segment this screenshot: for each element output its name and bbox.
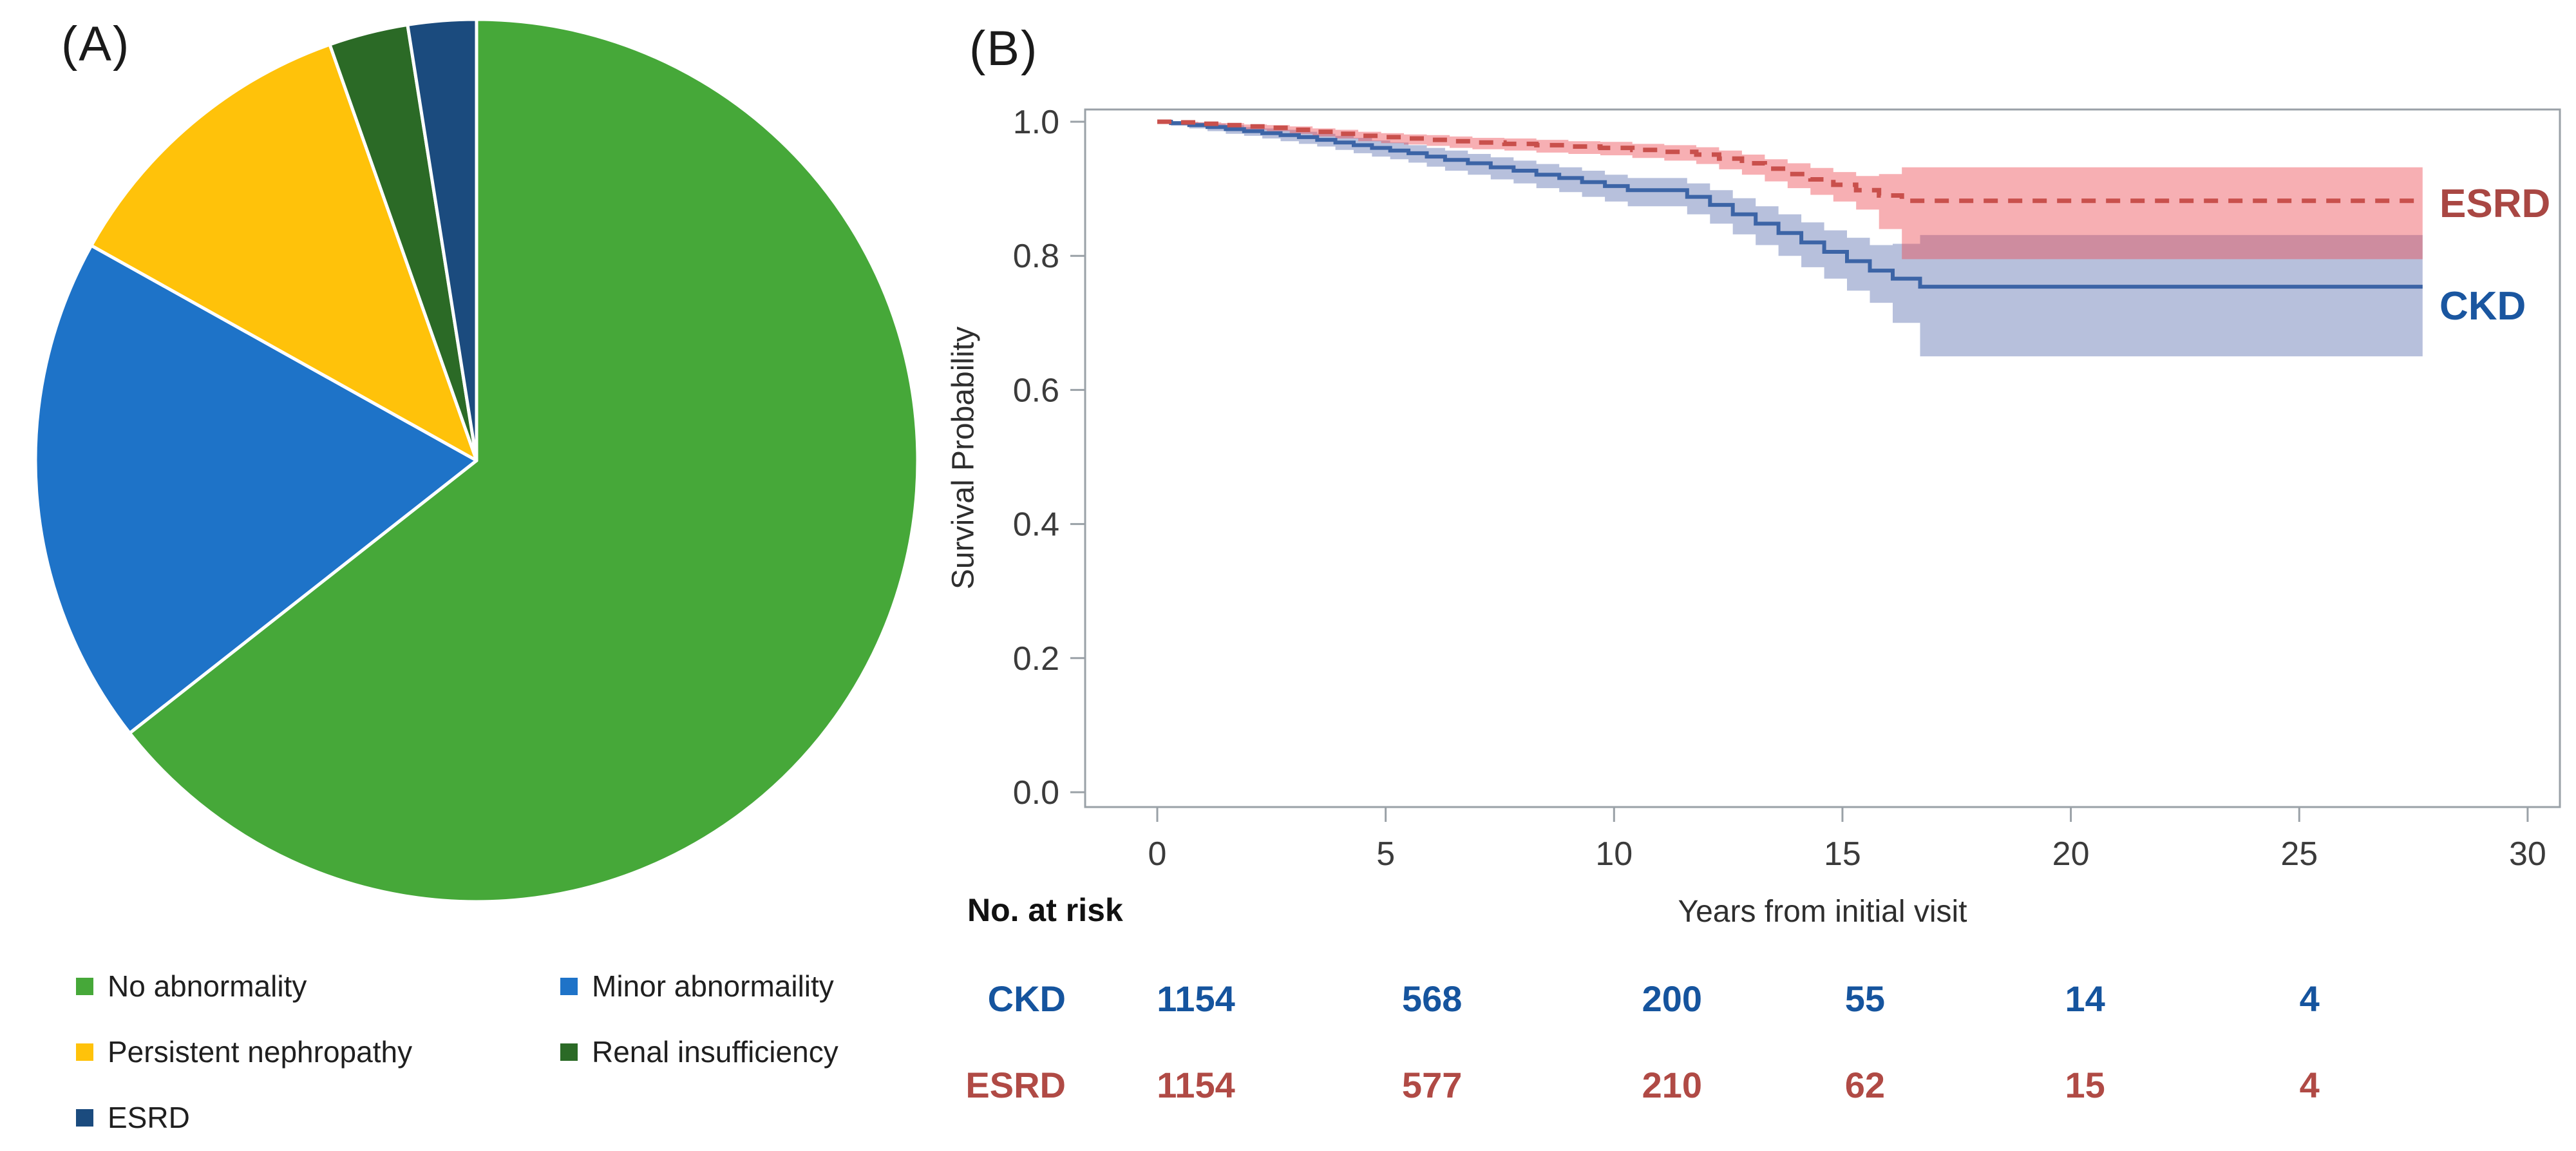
x-tick-label: 30	[2509, 835, 2546, 873]
legend-label-esrd: ESRD	[108, 1101, 190, 1134]
x-tick-label: 10	[1595, 835, 1633, 873]
pie-chart	[33, 17, 920, 904]
at-risk-value-esrd-t5: 577	[1401, 1065, 1463, 1105]
panel-b-label: (B)	[969, 21, 1039, 76]
at-risk-value-ckd-t20: 14	[2065, 978, 2105, 1019]
at-risk-value-ckd-t0: 1154	[1157, 978, 1235, 1019]
at-risk-value-ckd-t25: 4	[2299, 978, 2320, 1019]
legend-swatch-persistent-nephropathy	[76, 1043, 93, 1061]
legend-label-no-abnormality: No abnormality	[108, 969, 307, 1003]
at-risk-value-esrd-t25: 4	[2299, 1065, 2320, 1105]
y-tick-label: 0.2	[1013, 640, 1059, 678]
legend-label-persistent-nephropathy: Persistent nephropathy	[108, 1035, 413, 1069]
x-tick-label: 0	[1148, 835, 1167, 873]
plot-frame	[1084, 108, 2561, 808]
legend-swatch-esrd	[76, 1108, 93, 1127]
legend-swatch-no-abnormality	[76, 977, 93, 995]
pie-slice-persistent-nephropathy	[90, 43, 478, 462]
legend-label-minor-abnormality: Minor abnormaility	[592, 969, 834, 1003]
at-risk-value-ckd-t10: 200	[1642, 978, 1703, 1019]
y-tick-label: 0.4	[1013, 506, 1059, 544]
x-tick-label: 25	[2280, 835, 2318, 873]
pie-slice-minor-abnormaility	[33, 243, 478, 735]
survival-plot: 1.0 0.8 0.6 0.4 0.2 0.0 0 5 10 15 20 25 30	[1013, 104, 2561, 873]
at-risk-value-esrd-t0: 1154	[1157, 1065, 1235, 1105]
risk-row-label-esrd: ESRD	[965, 1065, 1066, 1105]
legend-item-minor-abnormality: Minor abnormaility	[560, 969, 834, 1004]
esrd-curve-label: ESRD	[2439, 182, 2551, 226]
x-tick-label: 15	[1824, 835, 1861, 873]
y-tick-label: 0.0	[1013, 774, 1059, 812]
x-axis-title: Years from initial visit	[1678, 895, 1967, 929]
ckd-confidence-band	[1157, 122, 2423, 357]
at-risk-value-esrd-t15: 62	[1844, 1065, 1886, 1105]
ckd-curve-label: CKD	[2439, 284, 2526, 328]
pie-slice-no-abnormality	[128, 17, 920, 904]
y-tick-label: 0.8	[1013, 238, 1059, 275]
legend-item-esrd: ESRD	[76, 1100, 190, 1135]
at-risk-value-ckd-t5: 568	[1401, 978, 1463, 1019]
pie-slice-esrd	[406, 17, 478, 462]
x-tick-label: 20	[2052, 835, 2090, 873]
at-risk-value-ckd-t15: 55	[1844, 978, 1886, 1019]
legend-item-no-abnormality: No abnormality	[76, 969, 307, 1004]
ckd-survival-curve	[1157, 120, 2423, 289]
legend-swatch-renal-insufficiency	[560, 1043, 578, 1061]
y-tick-label: 1.0	[1013, 104, 1059, 141]
esrd-confidence-band	[1157, 122, 2423, 260]
at-risk-value-esrd-t20: 15	[2065, 1065, 2105, 1105]
legend-item-renal-insufficiency: Renal insufficiency	[560, 1034, 838, 1069]
risk-row-label-ckd: CKD	[987, 978, 1066, 1019]
legend-item-persistent-nephropathy: Persistent nephropathy	[76, 1034, 412, 1069]
legend-label-renal-insufficiency: Renal insufficiency	[592, 1035, 838, 1069]
legend-swatch-minor-abnormality	[560, 977, 578, 995]
y-tick-label: 0.6	[1013, 372, 1059, 409]
panel-a-label: (A)	[61, 17, 131, 71]
risk-table-title: No. at risk	[967, 892, 1123, 928]
at-risk-value-esrd-t10: 210	[1642, 1065, 1703, 1105]
x-tick-label: 5	[1376, 835, 1395, 873]
